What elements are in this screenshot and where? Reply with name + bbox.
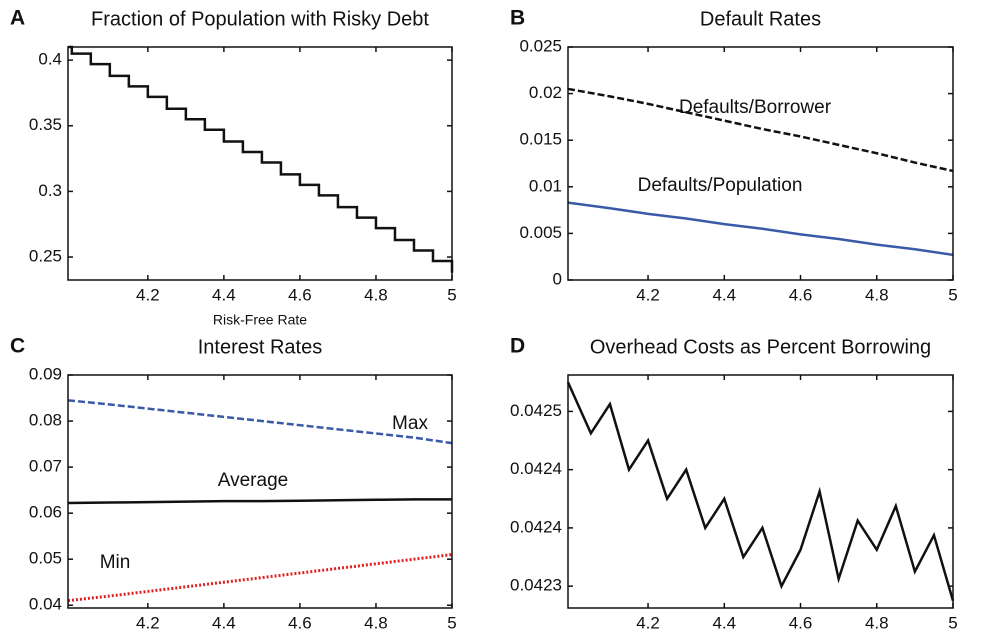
x-tick-label: 4.6 <box>288 285 312 304</box>
y-tick-label: 0.04 <box>29 595 62 614</box>
y-tick-label: 0.4 <box>38 50 62 69</box>
data-line <box>67 399 453 445</box>
y-tick-label: 0.07 <box>29 457 62 476</box>
panel-letter: B <box>510 7 525 30</box>
data-line <box>566 381 955 602</box>
x-tick-label: 4.2 <box>636 613 660 632</box>
plot-frame <box>567 46 954 281</box>
x-tick-label: 4.4 <box>712 613 736 632</box>
series-label: Max <box>392 413 428 434</box>
chart-title: Overhead Costs as Percent Borrowing <box>590 336 931 358</box>
x-tick-label: 4.2 <box>136 613 160 632</box>
series-label: Defaults/Borrower <box>679 97 832 118</box>
x-tick-label: 4.2 <box>136 285 160 304</box>
plot-frame <box>67 374 453 609</box>
series-label: Min <box>100 552 131 573</box>
x-tick-label: 4.2 <box>636 285 660 304</box>
data-line <box>67 498 452 505</box>
x-tick-label: 5 <box>948 285 957 304</box>
x-tick-label: 4.8 <box>364 613 388 632</box>
y-tick-label: 0 <box>553 269 562 288</box>
y-tick-label: 0.05 <box>29 549 62 568</box>
x-tick-label: 4.6 <box>288 613 312 632</box>
y-tick-label: 0.0424 <box>510 459 562 478</box>
x-tick-label: 5 <box>447 285 456 304</box>
panel-letter: D <box>510 335 525 358</box>
y-tick-label: 0.01 <box>529 176 562 195</box>
y-tick-label: 0.025 <box>519 36 562 55</box>
y-tick-label: 0.08 <box>29 411 62 430</box>
y-tick-label: 0.0423 <box>510 576 562 595</box>
x-axis-label: Risk-Free Rate <box>213 312 307 328</box>
y-tick-label: 0.0425 <box>510 401 562 420</box>
y-tick-label: 0.25 <box>29 247 62 266</box>
y-tick-label: 0.02 <box>529 83 562 102</box>
y-tick-label: 0.35 <box>29 115 62 134</box>
series-label: Average <box>218 470 288 491</box>
chart-title: Interest Rates <box>198 336 323 358</box>
x-tick-label: 4.6 <box>789 613 813 632</box>
data-line <box>68 45 454 273</box>
chart-title: Fraction of Population with Risky Debt <box>91 8 429 30</box>
x-tick-label: 4.4 <box>212 613 236 632</box>
x-tick-label: 4.8 <box>364 285 388 304</box>
x-tick-label: 4.4 <box>212 285 236 304</box>
x-tick-label: 5 <box>948 613 957 632</box>
x-tick-label: 5 <box>447 613 456 632</box>
x-tick-label: 4.8 <box>865 285 889 304</box>
panel-letter: A <box>10 7 25 30</box>
y-tick-label: 0.09 <box>29 364 62 383</box>
plot-frame <box>567 374 954 609</box>
chart-title: Default Rates <box>700 8 821 30</box>
y-tick-label: 0.015 <box>519 130 562 149</box>
y-tick-label: 0.06 <box>29 503 62 522</box>
plot-frame <box>67 46 453 281</box>
y-tick-label: 0.3 <box>38 181 62 200</box>
data-line <box>567 201 954 257</box>
y-tick-label: 0.0424 <box>510 517 562 536</box>
y-tick-label: 0.005 <box>519 223 562 242</box>
series-label: Defaults/Population <box>638 175 803 196</box>
x-tick-label: 4.6 <box>789 285 813 304</box>
x-tick-label: 4.4 <box>712 285 736 304</box>
panel-letter: C <box>10 335 25 358</box>
x-tick-label: 4.8 <box>865 613 889 632</box>
